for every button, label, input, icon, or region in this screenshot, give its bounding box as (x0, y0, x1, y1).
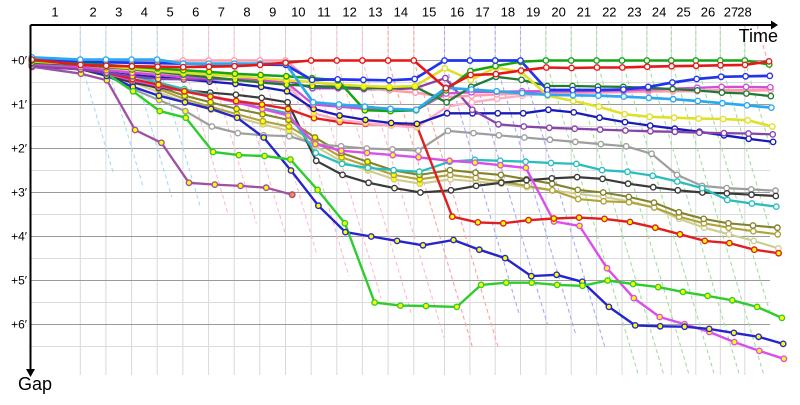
svg-text:6: 6 (192, 5, 199, 20)
svg-text:28: 28 (737, 5, 751, 20)
svg-text:26: 26 (701, 5, 715, 20)
svg-text:11: 11 (317, 5, 331, 20)
svg-text:2: 2 (89, 5, 96, 20)
svg-text:22: 22 (602, 5, 616, 20)
svg-text:18: 18 (501, 5, 515, 20)
svg-text:19: 19 (526, 5, 540, 20)
svg-text:1: 1 (51, 5, 58, 20)
svg-text:8: 8 (243, 5, 250, 20)
svg-text:12: 12 (342, 5, 356, 20)
svg-text:10: 10 (291, 5, 305, 20)
svg-text:16: 16 (450, 5, 464, 20)
svg-text:13: 13 (368, 5, 382, 20)
svg-text:9: 9 (269, 5, 276, 20)
svg-text:5: 5 (166, 5, 173, 20)
svg-text:+3′: +3′ (11, 186, 28, 200)
svg-text:7: 7 (218, 5, 225, 20)
svg-text:15: 15 (422, 5, 436, 20)
svg-text:21: 21 (577, 5, 591, 20)
svg-text:3: 3 (115, 5, 122, 20)
svg-text:27: 27 (724, 5, 738, 20)
svg-text:+4′: +4′ (11, 230, 28, 244)
svg-text:24: 24 (652, 5, 666, 20)
svg-text:23: 23 (627, 5, 641, 20)
svg-text:25: 25 (676, 5, 690, 20)
svg-text:+0′: +0′ (11, 54, 28, 68)
svg-text:14: 14 (394, 5, 408, 20)
svg-text:Time: Time (739, 26, 778, 46)
svg-text:4: 4 (141, 5, 148, 20)
svg-text:17: 17 (475, 5, 489, 20)
svg-text:+5′: +5′ (11, 274, 28, 288)
svg-text:Gap: Gap (18, 374, 52, 394)
svg-text:+1′: +1′ (11, 98, 28, 112)
svg-text:20: 20 (551, 5, 565, 20)
svg-text:+6′: +6′ (11, 318, 28, 332)
svg-text:+2′: +2′ (11, 142, 28, 156)
